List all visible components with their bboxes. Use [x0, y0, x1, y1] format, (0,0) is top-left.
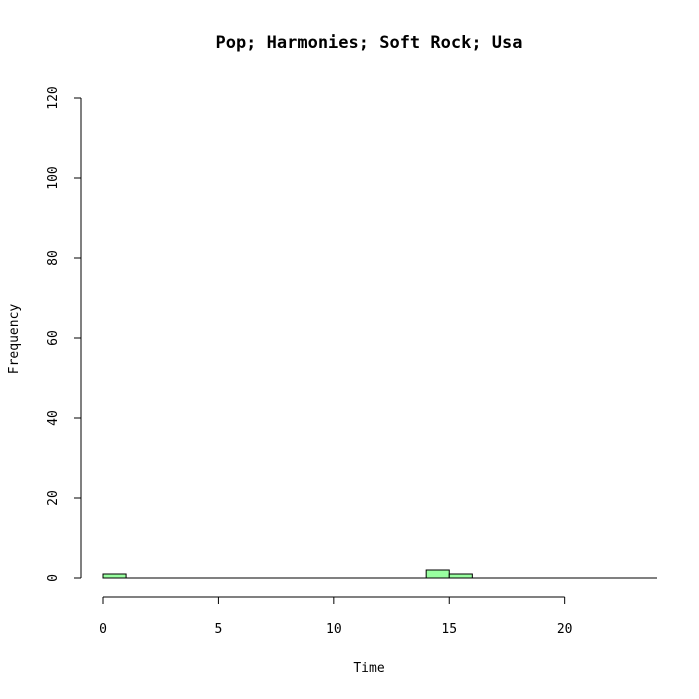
histogram-bar	[102, 573, 127, 579]
x-tick-label: 5	[215, 622, 223, 637]
bars-group	[102, 569, 657, 579]
x-axis-label: Time	[353, 661, 384, 676]
y-axis: 0 20 40 60 80 100 120	[46, 86, 82, 582]
y-axis-label: Frequency	[7, 304, 22, 375]
x-tick-label: 20	[557, 622, 573, 637]
y-tick-label: 80	[46, 250, 61, 266]
x-tick-label: 0	[99, 622, 107, 637]
y-tick-label: 100	[46, 166, 61, 189]
y-tick-label: 40	[46, 410, 61, 426]
histogram-bar	[448, 573, 473, 579]
chart-title: Pop; Harmonies; Soft Rock; Usa	[215, 33, 522, 53]
x-tick-label: 10	[326, 622, 342, 637]
x-axis: 0 5 10 15 20	[99, 596, 573, 637]
y-tick-label: 20	[46, 490, 61, 506]
y-tick-label: 120	[46, 86, 61, 109]
histogram-bar	[425, 569, 450, 579]
y-tick-label: 0	[46, 574, 61, 582]
y-tick-label: 60	[46, 330, 61, 346]
x-tick-label: 15	[441, 622, 457, 637]
